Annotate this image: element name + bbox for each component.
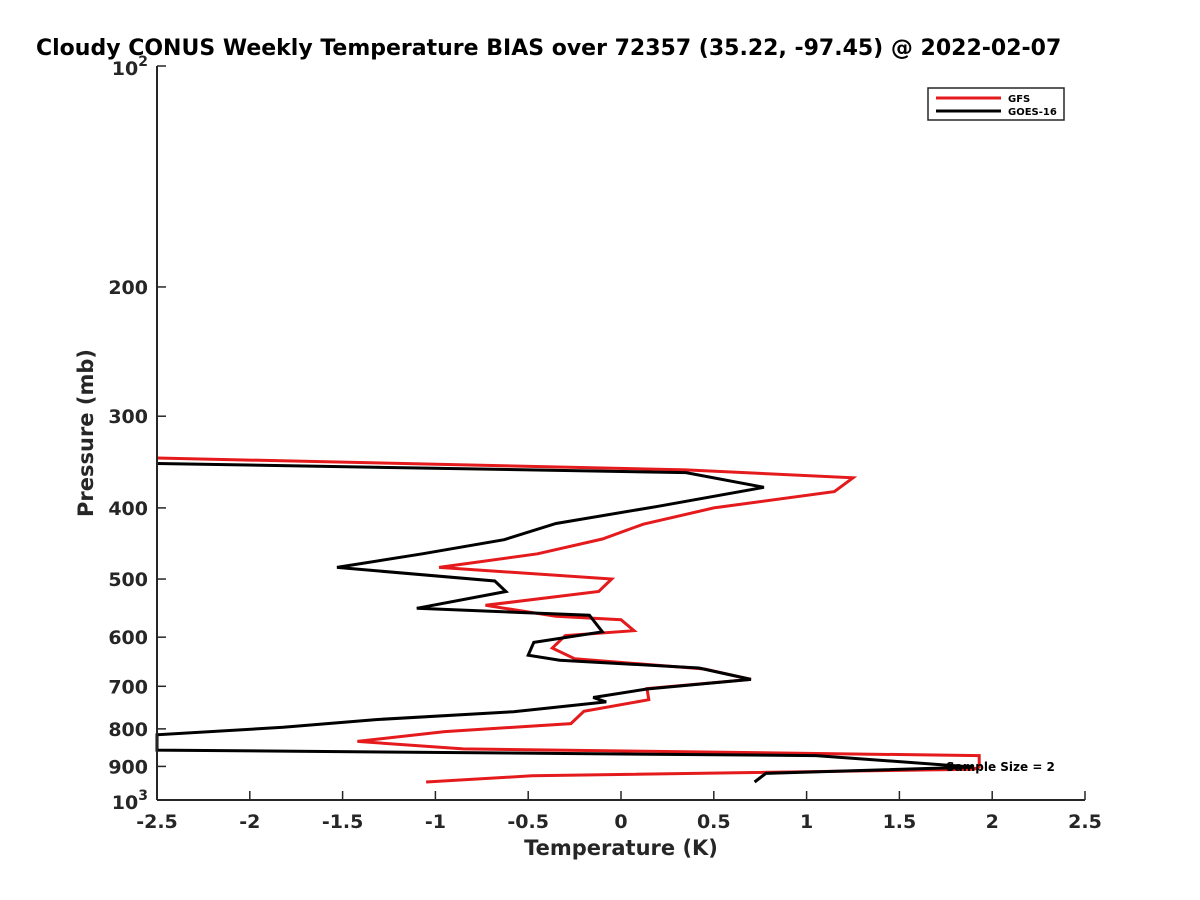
x-tick-label: -1.5 bbox=[322, 811, 364, 833]
y-tick-label: 600 bbox=[108, 627, 148, 649]
y-tick-label: 102 bbox=[112, 54, 148, 80]
x-tick-label: -0.5 bbox=[507, 811, 549, 833]
y-tick-label: 800 bbox=[108, 719, 148, 741]
y-tick-label: 103 bbox=[112, 788, 148, 814]
y-axis-label: Pressure (mb) bbox=[74, 349, 98, 517]
legend-label: GOES-16 bbox=[1008, 107, 1057, 118]
legend-label: GFS bbox=[1008, 94, 1030, 105]
x-tick-label: 0.5 bbox=[697, 811, 731, 833]
sample-size-annotation: Sample Size = 2 bbox=[946, 760, 1055, 774]
y-tick-label: 500 bbox=[108, 569, 148, 591]
y-tick-label: 400 bbox=[108, 498, 148, 520]
x-tick-label: 1.5 bbox=[883, 811, 917, 833]
y-tick-label: 200 bbox=[108, 277, 148, 299]
legend-box bbox=[927, 87, 1065, 121]
y-tick-label: 300 bbox=[108, 406, 148, 428]
x-tick-label: 1 bbox=[800, 811, 813, 833]
legend: GFS GOES-16 bbox=[927, 87, 1065, 121]
y-tick-layer: 200 300 400 500 600 700 800 900 102 103 bbox=[108, 54, 166, 814]
x-tick-label: -2.5 bbox=[136, 811, 178, 833]
plot-area bbox=[157, 66, 1085, 800]
y-tick-label: 900 bbox=[108, 756, 148, 778]
x-tick-label: 2 bbox=[986, 811, 999, 833]
x-tick-label: 0 bbox=[614, 811, 627, 833]
x-axis-label: Temperature (K) bbox=[524, 836, 718, 860]
x-tick-label: -1 bbox=[425, 811, 446, 833]
x-tick-label: 2.5 bbox=[1068, 811, 1102, 833]
chart-title: Cloudy CONUS Weekly Temperature BIAS ove… bbox=[36, 36, 1061, 61]
x-tick-layer: -2.5 -2 -1.5 -1 -0.5 0 0.5 1 1.5 2 2.5 bbox=[136, 791, 1102, 833]
series-line-gfs bbox=[156, 456, 981, 784]
y-tick-label: 700 bbox=[108, 676, 148, 698]
x-tick-label: -2 bbox=[239, 811, 260, 833]
